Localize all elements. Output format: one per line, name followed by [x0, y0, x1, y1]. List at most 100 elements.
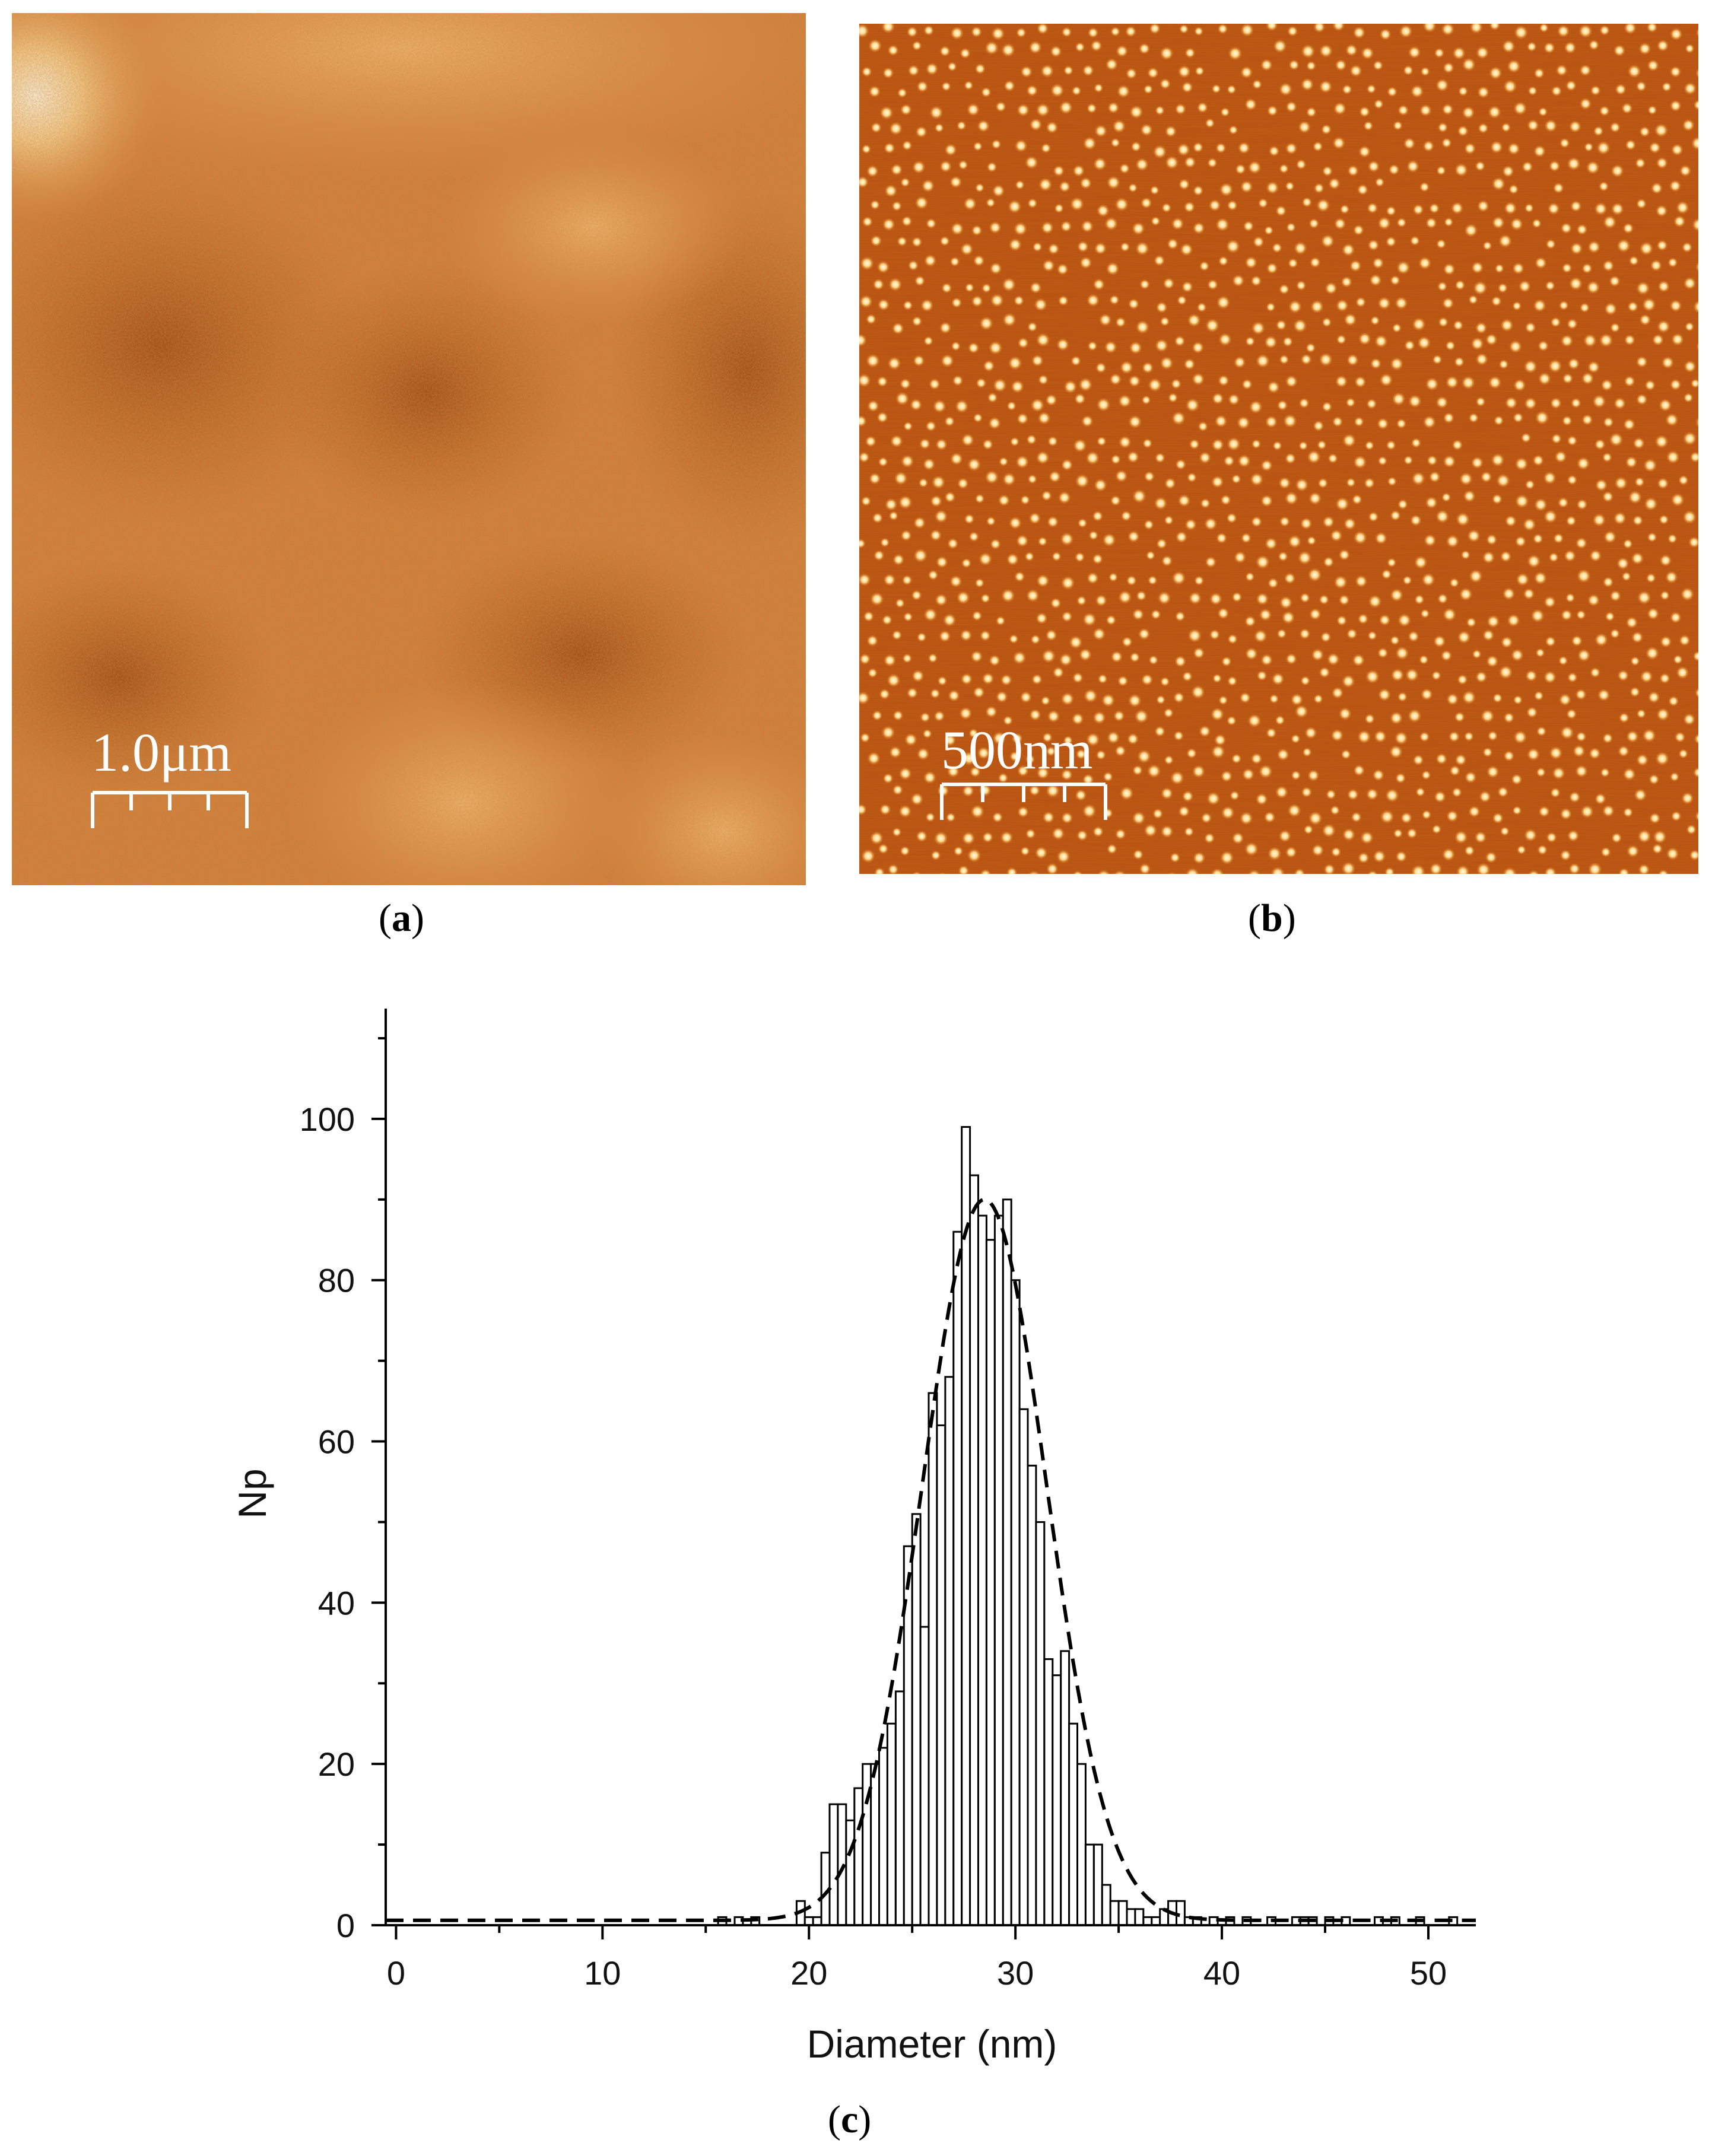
nanoparticle-dot [1165, 155, 1179, 170]
nanoparticle-dot [859, 653, 871, 665]
nanoparticle-dot [1345, 44, 1358, 57]
nanoparticle-dot [1191, 685, 1205, 699]
nanoparticle-dot [1160, 676, 1170, 687]
nanoparticle-dot [1231, 832, 1244, 845]
nanoparticle-dot [1102, 533, 1116, 547]
nanoparticle-dot [881, 24, 895, 34]
nanoparticle-dot [1095, 362, 1107, 374]
nanoparticle-dot [1477, 86, 1490, 98]
nanoparticle-dot [887, 673, 901, 688]
nanoparticle-dot [1154, 255, 1165, 266]
nanoparticle-dot [1036, 767, 1050, 780]
nanoparticle-dot [1373, 60, 1383, 71]
nanoparticle-dot [1553, 533, 1564, 544]
nanoparticle-dot [1598, 181, 1609, 192]
nanoparticle-dot [1336, 615, 1348, 626]
nanoparticle-dot [1400, 812, 1412, 824]
nanoparticle-dot [1524, 397, 1537, 410]
nanoparticle-dot [1377, 647, 1389, 659]
afm-texture-b [859, 24, 1698, 874]
nanoparticle-dot [1550, 787, 1561, 799]
nanoparticle-dot [1083, 689, 1098, 703]
nanoparticle-dot [1012, 651, 1027, 665]
nanoparticle-dot [944, 416, 955, 427]
nanoparticle-dot [1306, 107, 1317, 117]
nanoparticle-dot [1061, 610, 1073, 622]
nanoparticle-dot [1570, 200, 1582, 212]
nanoparticle-dot [1503, 867, 1517, 874]
nanoparticle-dot [1327, 453, 1338, 464]
nanoparticle-dot [1075, 42, 1085, 52]
nanoparticle-dot [1659, 673, 1670, 684]
nanoparticle-dot [1408, 394, 1422, 408]
nanoparticle-dot [1148, 655, 1158, 665]
nanoparticle-dot [1523, 360, 1538, 374]
nanoparticle-dot [1038, 374, 1049, 385]
nanoparticle-dot [1186, 748, 1198, 759]
nanoparticle-dot [1297, 551, 1312, 565]
nanoparticle-dot [1395, 296, 1408, 310]
nanoparticle-dot [1590, 667, 1601, 678]
nanoparticle-dot [872, 278, 885, 291]
nanoparticle-dot [860, 496, 872, 507]
nanoparticle-dot [873, 549, 885, 561]
nanoparticle-dot [1000, 674, 1012, 686]
nanoparticle-dot [1108, 572, 1118, 582]
nanoparticle-dot [1281, 610, 1295, 625]
nanoparticle-dot [1366, 788, 1379, 801]
nanoparticle-dot [1140, 197, 1152, 209]
nanoparticle-dot [1088, 530, 1098, 540]
nanoparticle-dot [970, 650, 983, 663]
nanoparticle-dot [1268, 145, 1280, 157]
nanoparticle-dot [1609, 590, 1621, 602]
nanoparticle-dot [1378, 688, 1391, 701]
nanoparticle-dot [1478, 123, 1489, 134]
nanoparticle-dot [900, 104, 912, 116]
nanoparticle-dot [1466, 617, 1476, 628]
nanoparticle-dot [1284, 573, 1296, 584]
nanoparticle-dot [1631, 552, 1644, 565]
x-tick-label: 20 [790, 1954, 827, 1992]
histogram-bars [717, 1126, 1459, 1926]
nanoparticle-dot [1513, 101, 1527, 116]
nanoparticle-dot [1149, 185, 1160, 195]
nanoparticle-dot [859, 295, 873, 309]
nanoparticle-dot [960, 47, 971, 59]
nanoparticle-dot [1264, 335, 1278, 349]
nanoparticle-dot [986, 198, 996, 208]
nanoparticle-dot [1141, 673, 1154, 686]
nanoparticle-dot [1630, 656, 1640, 666]
nanoparticle-dot [1410, 84, 1424, 98]
nanoparticle-dot [1543, 596, 1556, 608]
nanoparticle-dot [1322, 317, 1332, 327]
nanoparticle-dot [999, 456, 1009, 467]
nanoparticle-dot [1154, 452, 1165, 463]
nanoparticle-dot [1684, 322, 1695, 332]
nanoparticle-dot [1552, 182, 1564, 194]
nanoparticle-dot [1288, 258, 1298, 269]
nanoparticle-dot [1421, 688, 1433, 701]
nanoparticle-dot [1543, 670, 1557, 684]
nanoparticle-dot [1392, 323, 1402, 333]
histogram-bar [803, 1916, 814, 1926]
nanoparticle-dot [1192, 142, 1203, 153]
nanoparticle-dot [1032, 241, 1043, 252]
nanoparticle-dot [1304, 726, 1317, 739]
nanoparticle-dot [1335, 375, 1348, 388]
nanoparticle-dot [1077, 240, 1089, 253]
nanoparticle-dot [1322, 166, 1333, 177]
nanoparticle-dot [861, 849, 875, 863]
nanoparticle-dot [1431, 670, 1441, 680]
nanoparticle-dot [881, 726, 895, 740]
nanoparticle-dot [1586, 281, 1600, 294]
nanoparticle-dot [1660, 590, 1670, 600]
nanoparticle-dot [1695, 28, 1698, 37]
nanoparticle-dot [1535, 648, 1545, 658]
nanoparticle-dot [1587, 361, 1600, 374]
nanoparticle-dot [1564, 41, 1577, 54]
nanoparticle-dot [1354, 416, 1364, 427]
nanoparticle-dot [1199, 451, 1211, 464]
nanoparticle-dot [1656, 708, 1670, 721]
nanoparticle-dot [1669, 66, 1682, 78]
caption-c: (c) [828, 2098, 872, 2141]
